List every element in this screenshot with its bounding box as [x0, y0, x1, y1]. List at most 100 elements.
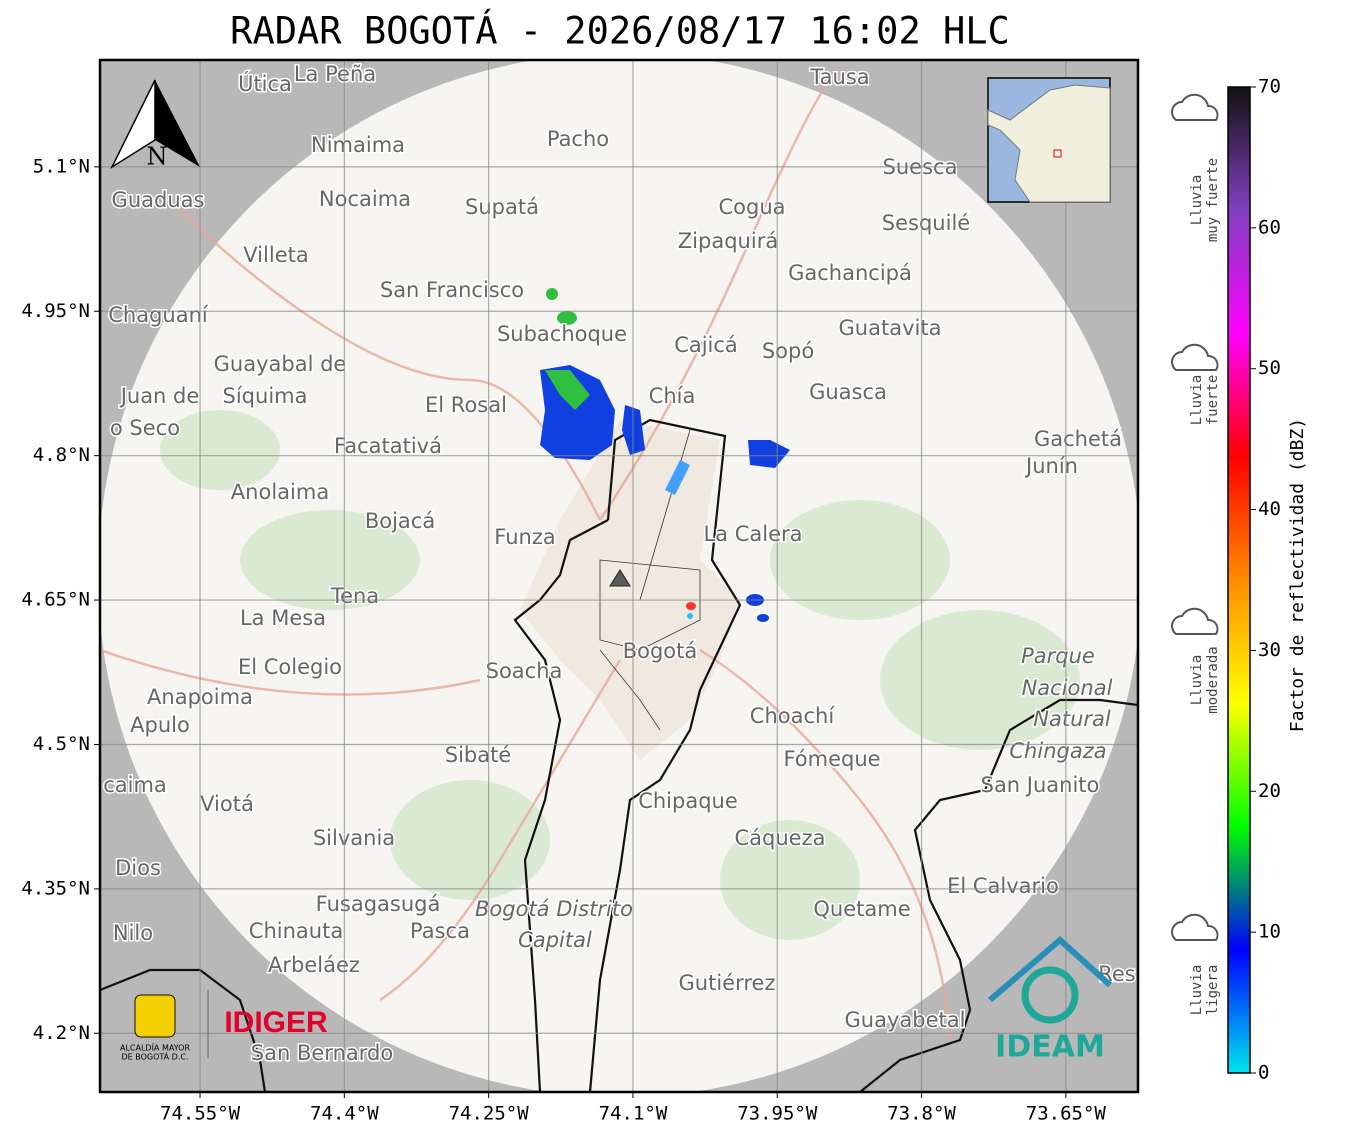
place-label: Viotá	[200, 792, 254, 816]
radar-echoes	[540, 288, 790, 622]
place-label: Zipaquirá	[678, 229, 778, 253]
rain-label: Lluvia	[1189, 175, 1205, 226]
place-label: Gachancipá	[788, 261, 912, 285]
ideam-logo: IDEAM	[988, 936, 1113, 1065]
rain-label: muy fuerte	[1205, 158, 1221, 242]
place-label: Cáqueza	[735, 826, 826, 850]
place-label: San Juanito	[981, 773, 1100, 797]
place-label: Parque	[1021, 644, 1095, 668]
cloud-icon	[1171, 913, 1219, 941]
colorbar-tick-label: 60	[1258, 216, 1281, 238]
rain-label: ligera	[1205, 965, 1221, 1016]
place-label: Cajicá	[674, 333, 738, 357]
place-label: Guasca	[809, 380, 887, 404]
place-label: Tena	[330, 584, 379, 608]
north-label: N	[147, 143, 168, 171]
rain-level: Lluvia moderada	[1171, 607, 1221, 714]
x-tick-label: 73.8°W	[887, 1103, 956, 1125]
place-label: Gachetá	[1034, 427, 1122, 451]
place-label: Supatá	[465, 195, 539, 219]
x-tick-label: 74.1°W	[599, 1103, 668, 1125]
place-label: Guatavita	[839, 316, 942, 340]
place-label: Chaguaní	[108, 303, 209, 327]
place-label: Cogua	[718, 195, 785, 219]
cloud-icon	[1171, 343, 1219, 371]
rain-label: Lluvia	[1189, 375, 1205, 426]
place-label: Choachí	[750, 704, 836, 728]
map-frame	[98, 58, 1140, 1094]
place-label: Subachoque	[497, 322, 627, 346]
place-label: La Peña	[294, 62, 376, 86]
place-label: Fusagasugá	[316, 892, 441, 916]
title: RADAR BOGOTÁ - 2026/08/17 16:02 HLC	[230, 9, 1010, 53]
place-label: Arbeláez	[268, 953, 360, 977]
y-tick-label: 4.8°N	[33, 444, 90, 466]
colorbar	[1227, 86, 1251, 1074]
place-label: San Francisco	[380, 278, 524, 302]
place-label: Pacho	[547, 127, 609, 151]
place-label: Nacional	[1022, 676, 1113, 700]
x-tick-label: 73.95°W	[737, 1103, 818, 1125]
place-label: Guayabetal	[845, 1008, 966, 1032]
place-label: Sesquilé	[882, 211, 970, 235]
place-label: Anolaima	[231, 480, 329, 504]
place-label: El Rosal	[425, 393, 507, 417]
y-tick-label: 4.65°N	[21, 589, 90, 611]
x-tick-label: 73.65°W	[1026, 1103, 1107, 1125]
place-label: Nilo	[113, 921, 153, 945]
place-label: El Calvario	[947, 874, 1059, 898]
y-tick-label: 5.1°N	[33, 155, 90, 177]
place-label: Bogotá Distrito	[475, 897, 633, 921]
place-label: El Colegio	[238, 655, 342, 679]
place-label: Villeta	[243, 243, 308, 267]
colorbar-tick-label: 40	[1258, 498, 1281, 520]
place-label: Silvania	[313, 826, 395, 850]
place-label: La Mesa	[240, 606, 326, 630]
place-label: Bojacá	[365, 509, 435, 533]
place-label: Gutiérrez	[679, 971, 776, 995]
logo-text: ALCALDÍA MAYOR	[120, 1042, 190, 1053]
place-label: Facatativá	[334, 434, 442, 458]
place-label: Chía	[649, 384, 696, 408]
place-label: caima	[103, 773, 167, 797]
colorbar-label: Factor de reflectividad (dBZ)	[1287, 418, 1308, 732]
place-label: La Calera	[703, 522, 802, 546]
place-label: Guaduas	[112, 188, 205, 212]
cloud-icon	[1171, 607, 1219, 635]
place-label: Guayabal de	[214, 352, 347, 376]
place-label: Quetame	[813, 897, 910, 921]
place-label: Útica	[238, 71, 292, 96]
colorbar-tick-label: 20	[1258, 780, 1281, 802]
place-label: Sopó	[762, 339, 814, 363]
colorbar-tick-label: 10	[1258, 921, 1281, 943]
colorbar-tick-label: 50	[1258, 357, 1281, 379]
y-tick-label: 4.5°N	[33, 733, 90, 755]
x-tick-label: 74.4°W	[310, 1103, 379, 1125]
place-label: o Seco	[110, 416, 180, 440]
place-label: Fómeque	[783, 747, 880, 771]
rain-label: fuerte	[1205, 375, 1221, 426]
place-label: Soacha	[486, 659, 563, 683]
place-label: Síquima	[223, 384, 308, 408]
north-arrow: N	[110, 79, 200, 171]
cloud-icon	[1171, 93, 1219, 121]
rain-label: moderada	[1205, 646, 1221, 713]
rain-label: Lluvia	[1189, 655, 1205, 706]
place-label: Pasca	[410, 919, 470, 943]
rain-level: Lluvia ligera	[1171, 913, 1221, 1016]
rain-label: Lluvia	[1189, 965, 1205, 1016]
place-label: Juan de	[119, 384, 200, 408]
place-label: Chipaque	[638, 789, 738, 813]
map: Útica La Peña Tausa Pacho Nimaima Guaduas Noca…	[100, 60, 1138, 1092]
colorbar-tick-label: 30	[1258, 639, 1281, 661]
colorbar-tick-label: 0	[1258, 1062, 1269, 1084]
place-label: Funza	[494, 525, 555, 549]
logo-text: DE BOGOTÁ D.C.	[121, 1051, 188, 1062]
place-label: Junín	[1024, 454, 1078, 478]
place-label: Nimaima	[311, 133, 405, 157]
place-label: Natural	[1033, 707, 1111, 731]
colorbar-tick-label: 70	[1258, 76, 1281, 98]
x-tick-label: 74.55°W	[160, 1103, 241, 1125]
alcaldia-logo: ALCALDÍA MAYOR DE BOGOTÁ D.C.	[120, 990, 209, 1062]
